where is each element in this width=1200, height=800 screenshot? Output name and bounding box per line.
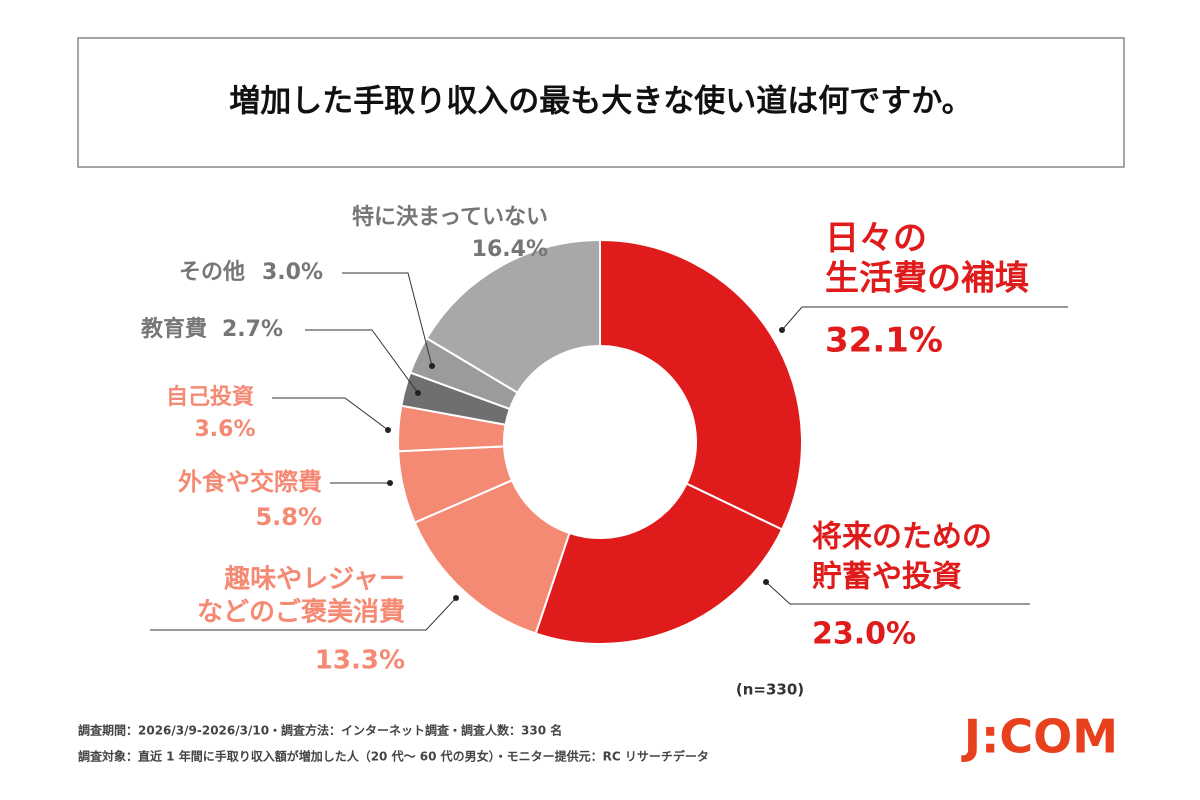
slice-label: その他 [179,260,245,285]
footnote: 調査対象：直近 1 年間に手取り収入額が増加した人（20 代～ 60 代の男女）… [78,749,709,764]
leader-line [781,306,1068,331]
leader-dot [763,579,769,585]
value-label: 16.4% [472,237,548,262]
leader-dot [779,327,785,333]
slice-label: 趣味やレジャー [223,565,405,595]
slice-label: 外食や交際費 [178,468,322,496]
leader-dot [429,363,435,369]
leader-line [765,581,1030,605]
logo: J:COM [961,710,1118,764]
slice-label: 特に決まっていない [352,204,548,230]
leader-dot [387,480,393,486]
leader-line [150,597,457,631]
slice [599,238,803,531]
slice-label: 将来のための [812,520,992,555]
value-label: 13.3% [315,646,405,676]
slice-label: などのご褒美消費 [197,597,405,628]
value-label: 32.1% [825,321,943,361]
leader-line [342,272,433,367]
value-label: 3.0% [262,260,323,285]
sample-note: (n=330) [736,681,804,699]
value-label: 3.6% [194,417,255,442]
title-box [77,37,1125,168]
leader-dot [453,595,459,601]
footnote: 調査期間：2026/3/9-2026/3/10・調査方法：インターネット調査・調… [78,723,562,738]
leader-dot [385,427,391,433]
slice [413,478,571,635]
leader-line [272,397,389,431]
slice-label: 日々の [825,219,927,259]
leader-dot [415,390,421,396]
slice-label: 自己投資 [166,384,254,410]
value-label: 2.7% [222,317,283,342]
chart-title: 増加した手取り収入の最も大きな使い道は何ですか。 [229,84,972,120]
value-label: 5.8% [255,503,322,531]
slice-label: 生活費の補填 [825,259,1029,299]
slice-label: 教育費 [141,316,207,342]
value-label: 23.0% [812,617,916,652]
leader-line [305,329,419,394]
slice [534,482,784,645]
slice-label: 貯蓄や投資 [812,560,962,595]
slice [425,238,601,395]
